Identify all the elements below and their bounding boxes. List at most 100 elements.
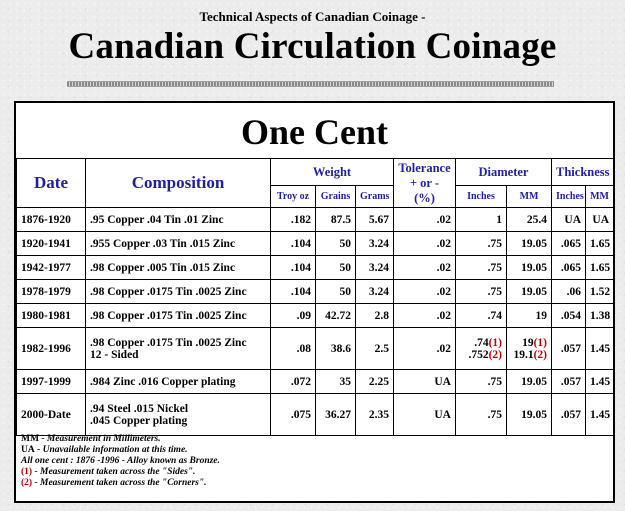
- date-cell-line: 1876-1920: [21, 214, 81, 226]
- grams-cell: 2.5: [355, 327, 394, 370]
- legend-text: All one cent : 1876 -1996 - Alloy known …: [21, 456, 220, 466]
- date-cell-value: 1997-1999: [21, 375, 71, 388]
- date-cell-value: 1982-1996: [21, 342, 71, 355]
- date-cell-line: 1920-1941: [21, 238, 81, 250]
- date-cell-value: 1942-1977: [21, 261, 71, 274]
- grams-cell-value: 2.25: [368, 375, 389, 388]
- header-date: Date: [16, 158, 86, 208]
- tolerance-cell: UA: [393, 393, 456, 436]
- grains-cell: 50: [315, 279, 356, 304]
- thickness-inches-cell-value: UA: [564, 213, 582, 226]
- diameter-inches-cell-value: .75: [487, 261, 502, 274]
- table-row: 1942-1977 .98 Copper .005 Tin .015 Zinc .1…: [16, 255, 615, 280]
- diameter-inches-cell-line: .74(1): [460, 337, 502, 349]
- diameter-inches-cell-line: .75: [460, 262, 502, 274]
- composition-cell-line: .98 Copper .0175 Tin .0025 Zinc: [90, 337, 266, 349]
- composition-cell-line: .98 Copper .0175 Tin .0025 Zinc: [90, 286, 266, 298]
- grains-cell: 35: [315, 369, 356, 394]
- date-cell: 1920-1941: [16, 231, 86, 256]
- grains-cell-value: 50: [339, 285, 352, 298]
- diameter-mm-cell: 19.05: [505, 279, 553, 304]
- tolerance-cell-line: UA: [398, 376, 451, 388]
- diameter-mm-cell-line: 19.05: [511, 409, 547, 421]
- table-row: 1980-1981 .98 Copper .0175 Tin .0025 Zinc…: [16, 303, 615, 328]
- thickness-mm-cell-line: UA: [590, 214, 609, 226]
- composition-cell-line: 12 - Sided: [90, 349, 266, 361]
- grams-cell-line: 2.8: [360, 310, 389, 322]
- header-composition: Composition: [85, 158, 271, 208]
- troy-oz-cell-value: .08: [296, 342, 311, 355]
- thickness-mm-cell: 1.65: [585, 231, 615, 256]
- grams-cell-line: 2.5: [360, 343, 389, 355]
- diameter-inches-cell-value: .75: [487, 285, 502, 298]
- grains-cell: 50: [315, 231, 356, 256]
- date-cell-value: 2000-Date: [21, 408, 71, 421]
- legend-text: - Measurement taken across the "Sides".: [32, 467, 196, 477]
- diameter-inches-cell-line: .75: [460, 238, 502, 250]
- thickness-mm-cell-value: 1.65: [590, 237, 611, 250]
- thickness-mm-cell-value: 1.45: [590, 375, 611, 388]
- tolerance-cell-value: UA: [434, 375, 451, 388]
- troy-oz-cell-value: .182: [290, 213, 311, 226]
- legend-text: - Measurement taken across the "Corners"…: [32, 478, 207, 488]
- diameter-mm-cell-value: 19.05: [521, 408, 548, 421]
- composition-cell-line: .98 Copper .0175 Tin .0025 Zinc: [90, 310, 266, 322]
- troy-oz-cell-value: .075: [290, 408, 311, 421]
- composition-cell-line: .045 Copper plating: [90, 415, 266, 427]
- tolerance-cell-value: .02: [436, 261, 451, 274]
- thickness-mm-cell-value: 1.45: [590, 408, 611, 421]
- thickness-inches-cell: .057: [551, 369, 587, 394]
- header-diameter: Diameter: [454, 158, 553, 186]
- footnote-marker: (1): [533, 336, 548, 349]
- thickness-inches-cell-line: .057: [556, 409, 581, 421]
- coin-spec-panel: One Cent Date Composition Weight Toleran…: [14, 101, 615, 503]
- date-cell-line: 1978-1979: [21, 286, 81, 298]
- grains-cell: 36.27: [315, 393, 356, 436]
- troy-oz-cell-line: .104: [275, 238, 311, 250]
- grains-cell-value: 50: [339, 237, 352, 250]
- date-cell: 1942-1977: [16, 255, 86, 280]
- header-grams: Grams: [355, 185, 394, 208]
- header-tolerance-line2: + or - (%): [409, 175, 440, 205]
- troy-oz-cell-value: .104: [290, 237, 311, 250]
- thickness-mm-cell: 1.52: [585, 279, 615, 304]
- date-cell: 1980-1981: [16, 303, 86, 328]
- grains-cell-line: 50: [320, 285, 352, 298]
- grams-cell-value: 3.24: [368, 237, 389, 250]
- diameter-inches-cell: .75: [455, 369, 507, 394]
- tolerance-cell-line: UA: [398, 409, 451, 421]
- troy-oz-cell-value: .09: [296, 309, 311, 322]
- diameter-mm-cell-value: 19: [522, 336, 534, 349]
- thickness-inches-cell-line: UA: [556, 214, 581, 226]
- thickness-inches-cell-value: .057: [560, 342, 582, 355]
- coin-spec-table: Date Composition Weight Tolerance + or -…: [16, 158, 615, 436]
- diameter-mm-cell-line: 25.4: [511, 214, 547, 226]
- grams-cell: 3.24: [355, 255, 394, 280]
- thickness-inches-cell-value: .065: [560, 261, 582, 274]
- composition-cell-value: .955 Copper .03 Tin .015 Zinc: [90, 237, 236, 250]
- grams-cell-line: 3.24: [360, 262, 389, 274]
- legend-key: MM: [21, 434, 39, 444]
- legend-text: - Measurement in Millimeters.: [38, 434, 161, 444]
- grains-cell-value: 87.5: [330, 213, 351, 226]
- composition-cell-value: .98 Copper .0175 Tin .0025 Zinc: [90, 309, 247, 322]
- composition-cell-line: .95 Copper .04 Tin .01 Zinc: [90, 214, 266, 226]
- grams-cell-line: 2.35: [360, 409, 389, 421]
- date-cell: 1982-1996: [16, 327, 86, 370]
- tolerance-cell-line: .02: [398, 310, 451, 322]
- header-thickness: Thickness: [551, 158, 615, 186]
- diameter-mm-cell-line: 19(1): [511, 337, 547, 349]
- legend-item: MM - Measurement in Millimeters.: [21, 434, 609, 445]
- tolerance-cell-value: UA: [434, 408, 451, 421]
- composition-cell-value: .94 Steel .015 Nickel: [90, 402, 189, 415]
- diameter-inches-cell-value: .752: [468, 348, 489, 361]
- troy-oz-cell: .075: [270, 393, 316, 436]
- composition-cell: .98 Copper .005 Tin .015 Zinc: [85, 255, 271, 280]
- thickness-inches-cell-value: .057: [560, 375, 582, 388]
- composition-cell-line: .98 Copper .005 Tin .015 Zinc: [90, 262, 266, 274]
- grains-cell-value: 36.27: [325, 408, 351, 421]
- legend-item: (2) - Measurement taken across the "Corn…: [21, 478, 609, 489]
- thickness-inches-cell: .054: [551, 303, 587, 328]
- footnote-marker: (2): [488, 348, 502, 361]
- date-cell-value: 1980-1981: [21, 309, 71, 322]
